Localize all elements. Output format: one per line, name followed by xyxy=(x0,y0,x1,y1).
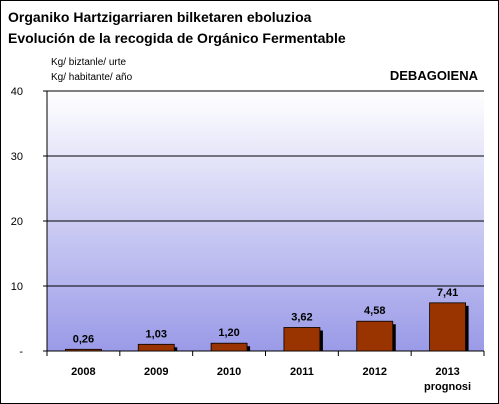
data-label: 3,62 xyxy=(291,311,312,323)
x-category-label: 2009 xyxy=(144,366,168,378)
unit-label-spanish: Kg/ habitante/ año xyxy=(51,72,133,83)
region-label: DEBAGOIENA xyxy=(389,68,478,83)
x-category-label: 2008 xyxy=(71,366,95,378)
y-tick-label: - xyxy=(19,346,23,358)
data-label: 7,41 xyxy=(437,287,458,299)
x-category-label: 2011 xyxy=(290,366,314,378)
y-tick-label: 20 xyxy=(11,216,23,228)
chart-title-basque: Organiko Hartzigarriaren bilketaren ebol… xyxy=(8,9,312,25)
chart-title-spanish: Evolución de la recogida de Orgánico Fer… xyxy=(8,30,346,46)
bar xyxy=(137,343,175,352)
bar xyxy=(210,342,248,352)
data-label: 1,20 xyxy=(218,327,239,339)
bar xyxy=(429,302,466,352)
y-tick-label: 10 xyxy=(11,281,23,293)
x-category-label: 2013 xyxy=(435,366,459,378)
bar xyxy=(283,327,321,352)
x-category-sublabel: prognosi xyxy=(424,381,471,393)
y-tick-label: 30 xyxy=(11,151,23,163)
x-category-label: 2010 xyxy=(217,366,241,378)
y-tick-label: 40 xyxy=(11,86,23,98)
unit-label-basque: Kg/ biztanle/ urte xyxy=(51,57,127,68)
data-label: 4,58 xyxy=(364,305,385,317)
x-category-label: 2012 xyxy=(363,366,387,378)
data-label: 1,03 xyxy=(146,328,167,340)
bar xyxy=(65,348,102,352)
data-label: 0,26 xyxy=(73,333,94,345)
bar xyxy=(356,320,394,352)
